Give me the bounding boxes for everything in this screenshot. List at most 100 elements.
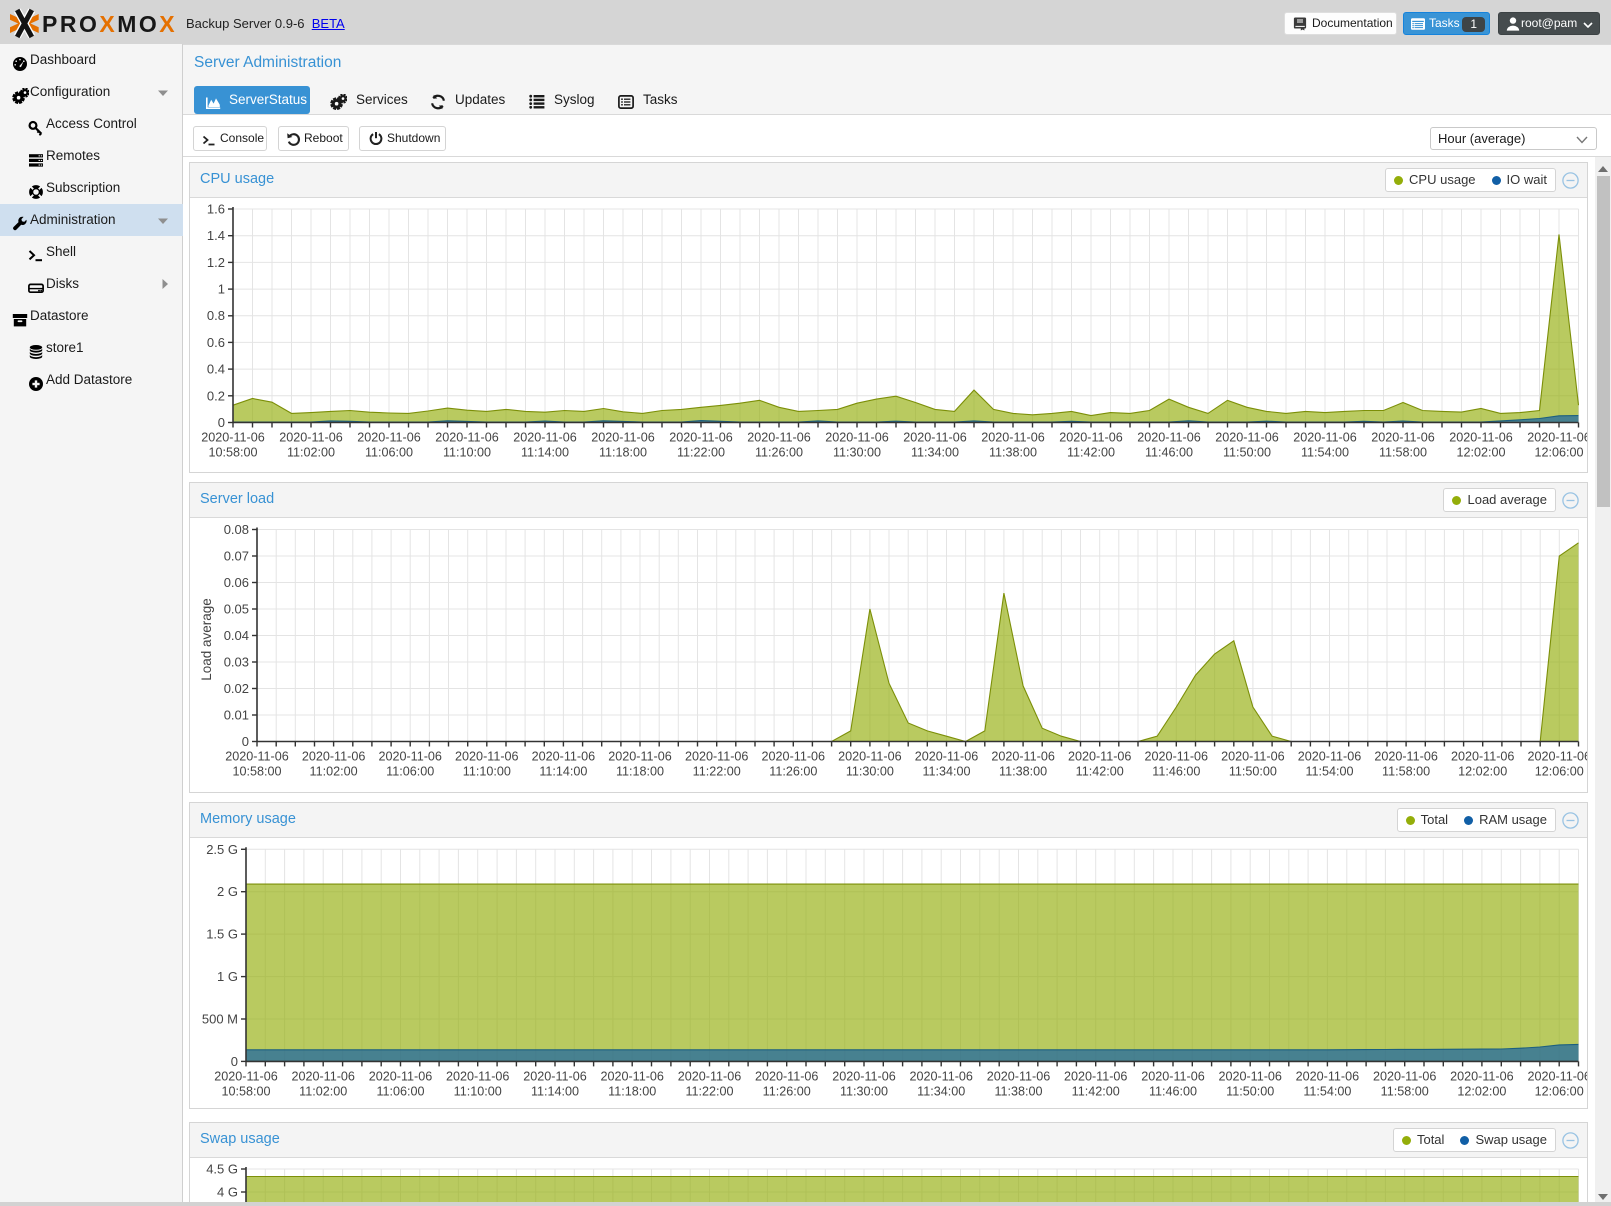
svg-text:2020-11-06: 2020-11-06: [369, 1069, 433, 1083]
svg-text:11:14:00: 11:14:00: [521, 446, 569, 460]
svg-text:0.05: 0.05: [224, 602, 249, 617]
svg-text:4 G: 4 G: [217, 1185, 238, 1200]
svg-text:11:54:00: 11:54:00: [1305, 765, 1353, 779]
svg-text:2020-11-06: 2020-11-06: [378, 750, 442, 764]
svg-text:1.6: 1.6: [207, 202, 225, 217]
svg-text:11:46:00: 11:46:00: [1152, 765, 1200, 779]
svg-text:2020-11-06: 2020-11-06: [903, 431, 967, 445]
svg-text:11:42:00: 11:42:00: [1067, 446, 1115, 460]
svg-text:12:06:00: 12:06:00: [1535, 765, 1584, 779]
svg-text:11:26:00: 11:26:00: [755, 446, 803, 460]
svg-text:0.06: 0.06: [224, 575, 249, 590]
svg-text:2020-11-06: 2020-11-06: [357, 431, 421, 445]
svg-text:11:06:00: 11:06:00: [386, 765, 434, 779]
svg-text:12:02:00: 12:02:00: [1458, 765, 1507, 779]
svg-text:2020-11-06: 2020-11-06: [1298, 750, 1362, 764]
svg-text:1: 1: [218, 282, 225, 297]
svg-text:2020-11-06: 2020-11-06: [1064, 1069, 1128, 1083]
svg-text:11:18:00: 11:18:00: [616, 765, 664, 779]
svg-text:11:34:00: 11:34:00: [922, 765, 970, 779]
svg-text:2020-11-06: 2020-11-06: [291, 1069, 355, 1083]
svg-text:2020-11-06: 2020-11-06: [1373, 1069, 1437, 1083]
svg-text:10:58:00: 10:58:00: [208, 446, 257, 460]
svg-text:2020-11-06: 2020-11-06: [747, 431, 811, 445]
svg-text:0.02: 0.02: [224, 681, 249, 696]
svg-text:2020-11-06: 2020-11-06: [987, 1069, 1051, 1083]
svg-text:11:22:00: 11:22:00: [693, 765, 741, 779]
svg-text:11:58:00: 11:58:00: [1379, 446, 1427, 460]
svg-text:2020-11-06: 2020-11-06: [279, 431, 343, 445]
svg-text:2020-11-06: 2020-11-06: [1141, 1069, 1205, 1083]
svg-text:2020-11-06: 2020-11-06: [1451, 750, 1515, 764]
svg-text:2020-11-06: 2020-11-06: [523, 1069, 587, 1083]
svg-text:0.03: 0.03: [224, 655, 249, 670]
svg-text:0.04: 0.04: [224, 628, 249, 643]
svg-text:2020-11-06: 2020-11-06: [225, 750, 289, 764]
svg-text:11:10:00: 11:10:00: [454, 1084, 502, 1098]
svg-text:11:22:00: 11:22:00: [677, 446, 725, 460]
svg-text:2020-11-06: 2020-11-06: [762, 750, 826, 764]
svg-text:11:34:00: 11:34:00: [911, 446, 959, 460]
svg-text:11:02:00: 11:02:00: [299, 1084, 347, 1098]
svg-text:11:26:00: 11:26:00: [763, 1084, 811, 1098]
svg-text:4.5 G: 4.5 G: [206, 1162, 238, 1177]
svg-text:1.4: 1.4: [207, 228, 225, 243]
svg-text:2020-11-06: 2020-11-06: [1059, 431, 1123, 445]
svg-text:2020-11-06: 2020-11-06: [608, 750, 672, 764]
svg-text:2020-11-06: 2020-11-06: [981, 431, 1045, 445]
svg-text:2020-11-06: 2020-11-06: [591, 431, 655, 445]
svg-text:0.01: 0.01: [224, 708, 249, 723]
svg-text:11:10:00: 11:10:00: [463, 765, 511, 779]
svg-text:11:50:00: 11:50:00: [1226, 1084, 1274, 1098]
svg-text:0.8: 0.8: [207, 308, 225, 323]
svg-text:11:42:00: 11:42:00: [1076, 765, 1124, 779]
svg-text:11:54:00: 11:54:00: [1301, 446, 1349, 460]
svg-text:11:02:00: 11:02:00: [287, 446, 335, 460]
svg-text:1.5 G: 1.5 G: [206, 927, 238, 942]
svg-text:2020-11-06: 2020-11-06: [513, 431, 577, 445]
svg-text:11:50:00: 11:50:00: [1223, 446, 1271, 460]
svg-text:2020-11-06: 2020-11-06: [1296, 1069, 1360, 1083]
svg-text:2020-11-06: 2020-11-06: [1528, 750, 1587, 764]
svg-text:2020-11-06: 2020-11-06: [1450, 1069, 1514, 1083]
svg-text:2020-11-06: 2020-11-06: [1145, 750, 1209, 764]
svg-text:2020-11-06: 2020-11-06: [214, 1069, 278, 1083]
svg-text:2020-11-06: 2020-11-06: [1218, 1069, 1282, 1083]
svg-text:2020-11-06: 2020-11-06: [991, 750, 1055, 764]
svg-text:2020-11-06: 2020-11-06: [302, 750, 366, 764]
svg-text:0: 0: [242, 734, 249, 749]
svg-text:0.6: 0.6: [207, 335, 225, 350]
svg-text:11:14:00: 11:14:00: [531, 1084, 579, 1098]
svg-text:2020-11-06: 2020-11-06: [1374, 750, 1438, 764]
svg-text:2 G: 2 G: [217, 884, 238, 899]
svg-text:2020-11-06: 2020-11-06: [678, 1069, 742, 1083]
svg-text:10:58:00: 10:58:00: [221, 1084, 270, 1098]
svg-text:500 M: 500 M: [202, 1012, 238, 1027]
svg-text:1.2: 1.2: [207, 255, 225, 270]
svg-text:11:38:00: 11:38:00: [989, 446, 1037, 460]
svg-text:11:34:00: 11:34:00: [917, 1084, 965, 1098]
svg-text:11:02:00: 11:02:00: [310, 765, 358, 779]
svg-text:12:06:00: 12:06:00: [1534, 446, 1583, 460]
svg-text:11:06:00: 11:06:00: [376, 1084, 424, 1098]
svg-text:0: 0: [218, 415, 225, 430]
svg-text:12:02:00: 12:02:00: [1456, 446, 1505, 460]
svg-text:0: 0: [231, 1054, 238, 1069]
svg-text:11:30:00: 11:30:00: [846, 765, 894, 779]
svg-text:2020-11-06: 2020-11-06: [825, 431, 889, 445]
svg-text:10:58:00: 10:58:00: [232, 765, 281, 779]
svg-text:11:22:00: 11:22:00: [685, 1084, 733, 1098]
svg-text:11:06:00: 11:06:00: [365, 446, 413, 460]
svg-text:1 G: 1 G: [217, 969, 238, 984]
svg-text:2020-11-06: 2020-11-06: [1371, 431, 1435, 445]
svg-text:2020-11-06: 2020-11-06: [1293, 431, 1357, 445]
svg-text:2020-11-06: 2020-11-06: [1527, 1069, 1587, 1083]
svg-text:2020-11-06: 2020-11-06: [1527, 431, 1587, 445]
svg-text:2020-11-06: 2020-11-06: [201, 431, 265, 445]
svg-text:0.08: 0.08: [224, 522, 249, 537]
svg-text:2020-11-06: 2020-11-06: [455, 750, 519, 764]
svg-text:2020-11-06: 2020-11-06: [532, 750, 596, 764]
svg-text:0.07: 0.07: [224, 549, 249, 564]
svg-text:11:38:00: 11:38:00: [999, 765, 1047, 779]
svg-text:11:14:00: 11:14:00: [539, 765, 587, 779]
